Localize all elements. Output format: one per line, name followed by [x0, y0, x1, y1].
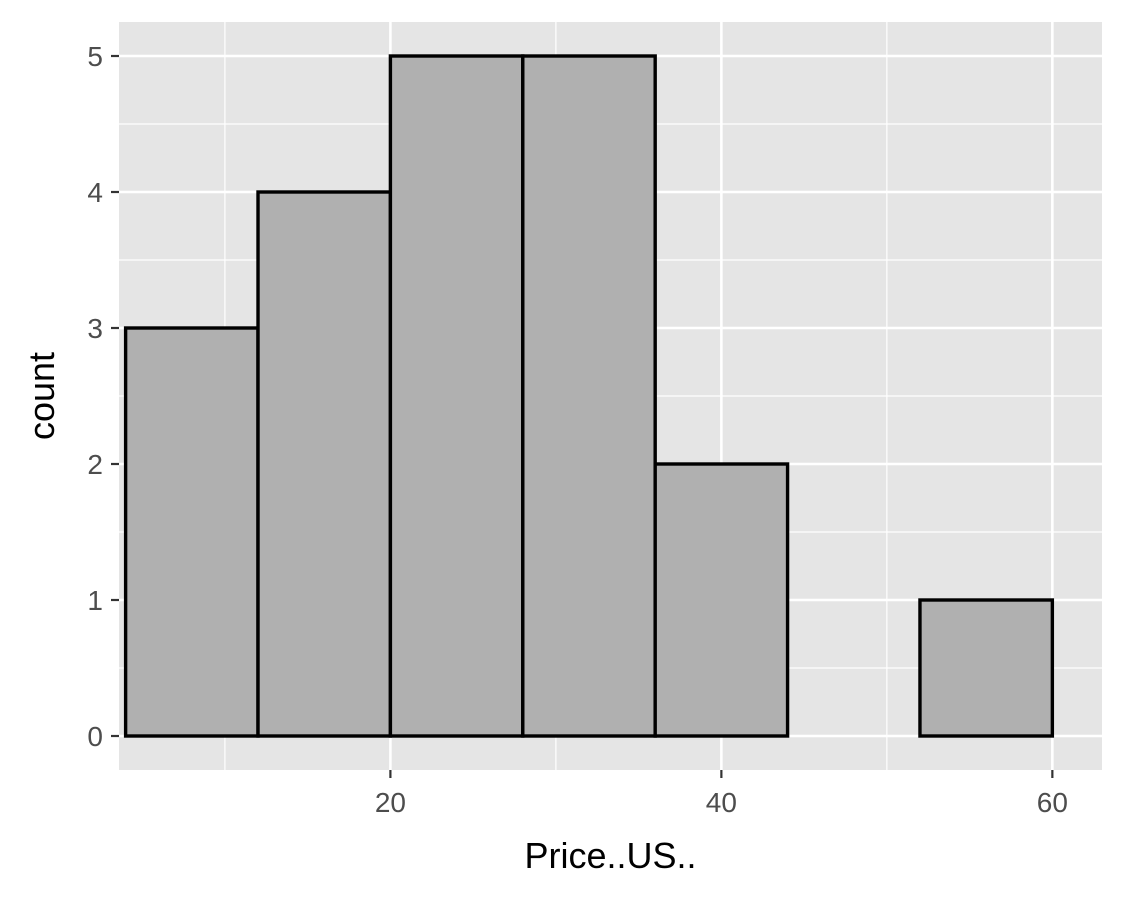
- y-axis: 0 1 2 3 4 5: [87, 41, 119, 752]
- histogram-bar: [521, 54, 657, 738]
- histogram-bar: [123, 326, 260, 738]
- x-tick-label: 20: [375, 787, 406, 818]
- y-tick-label: 2: [87, 449, 103, 480]
- x-axis-title: Price..US..: [524, 835, 696, 876]
- y-tick-label: 4: [87, 177, 103, 208]
- histogram-bar: [256, 190, 393, 738]
- histogram-bar: [388, 54, 525, 738]
- y-tick-label: 5: [87, 41, 103, 72]
- x-axis: 20 40 60: [375, 770, 1068, 818]
- x-tick-label: 60: [1037, 787, 1068, 818]
- histogram-bar: [653, 462, 790, 738]
- histogram-bar: [918, 598, 1055, 738]
- histogram-bars: [123, 54, 1055, 738]
- x-tick-label: 40: [706, 787, 737, 818]
- y-axis-title: count: [21, 352, 62, 440]
- y-tick-label: 0: [87, 721, 103, 752]
- y-tick-label: 1: [87, 585, 103, 616]
- y-tick-label: 3: [87, 313, 103, 344]
